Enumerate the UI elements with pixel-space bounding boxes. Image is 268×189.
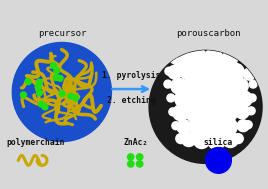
Circle shape xyxy=(247,107,255,115)
Circle shape xyxy=(20,92,27,98)
Circle shape xyxy=(206,148,231,173)
Circle shape xyxy=(184,75,204,95)
Circle shape xyxy=(167,94,175,102)
Circle shape xyxy=(50,63,57,68)
Circle shape xyxy=(236,91,252,107)
Circle shape xyxy=(233,134,243,144)
Circle shape xyxy=(226,63,244,81)
Circle shape xyxy=(200,102,224,126)
Circle shape xyxy=(232,78,248,94)
Circle shape xyxy=(207,132,225,149)
Text: silica: silica xyxy=(204,138,233,146)
Circle shape xyxy=(187,47,207,67)
Circle shape xyxy=(202,86,227,112)
Circle shape xyxy=(189,118,207,136)
Text: porouscarbon: porouscarbon xyxy=(176,29,241,37)
Circle shape xyxy=(73,95,79,101)
Text: precursor: precursor xyxy=(38,29,86,37)
Circle shape xyxy=(211,61,230,81)
Circle shape xyxy=(194,133,210,149)
Circle shape xyxy=(136,161,143,167)
Circle shape xyxy=(136,154,143,160)
Circle shape xyxy=(149,50,262,163)
FancyArrowPatch shape xyxy=(112,86,147,92)
Circle shape xyxy=(182,133,196,146)
Circle shape xyxy=(175,90,193,108)
Circle shape xyxy=(244,121,252,129)
Circle shape xyxy=(53,75,59,81)
Circle shape xyxy=(219,118,237,136)
Circle shape xyxy=(177,120,191,134)
Circle shape xyxy=(173,105,189,121)
Circle shape xyxy=(57,75,63,81)
Circle shape xyxy=(35,84,41,90)
Text: 1. pyrolysis: 1. pyrolysis xyxy=(102,71,161,80)
Text: 2. etching: 2. etching xyxy=(107,96,156,105)
Circle shape xyxy=(215,75,235,95)
Circle shape xyxy=(173,51,189,67)
Circle shape xyxy=(39,101,44,107)
Circle shape xyxy=(172,122,180,130)
Circle shape xyxy=(176,134,186,144)
Circle shape xyxy=(221,51,237,67)
Circle shape xyxy=(186,103,206,123)
Circle shape xyxy=(165,67,173,75)
Circle shape xyxy=(164,80,172,88)
Circle shape xyxy=(237,120,249,132)
Circle shape xyxy=(36,79,42,85)
Circle shape xyxy=(219,88,241,110)
Circle shape xyxy=(204,48,222,66)
Circle shape xyxy=(42,104,48,110)
Circle shape xyxy=(171,78,187,94)
Circle shape xyxy=(128,161,134,167)
Circle shape xyxy=(180,62,198,80)
Circle shape xyxy=(188,88,210,110)
Circle shape xyxy=(235,105,249,119)
Circle shape xyxy=(54,68,60,74)
Circle shape xyxy=(36,90,42,96)
Circle shape xyxy=(59,91,65,97)
Circle shape xyxy=(248,94,256,102)
Circle shape xyxy=(249,80,257,88)
Circle shape xyxy=(194,59,215,81)
Circle shape xyxy=(203,117,224,139)
Circle shape xyxy=(168,65,182,79)
Circle shape xyxy=(128,154,134,160)
Circle shape xyxy=(198,72,221,96)
Text: polymerchain: polymerchain xyxy=(7,138,65,146)
Circle shape xyxy=(169,108,177,116)
Circle shape xyxy=(217,103,237,123)
Circle shape xyxy=(170,55,178,63)
Circle shape xyxy=(243,68,255,80)
Circle shape xyxy=(25,79,31,84)
Circle shape xyxy=(12,43,111,142)
Circle shape xyxy=(222,132,238,148)
Text: ZnAc₂: ZnAc₂ xyxy=(123,138,147,146)
Circle shape xyxy=(68,93,74,99)
